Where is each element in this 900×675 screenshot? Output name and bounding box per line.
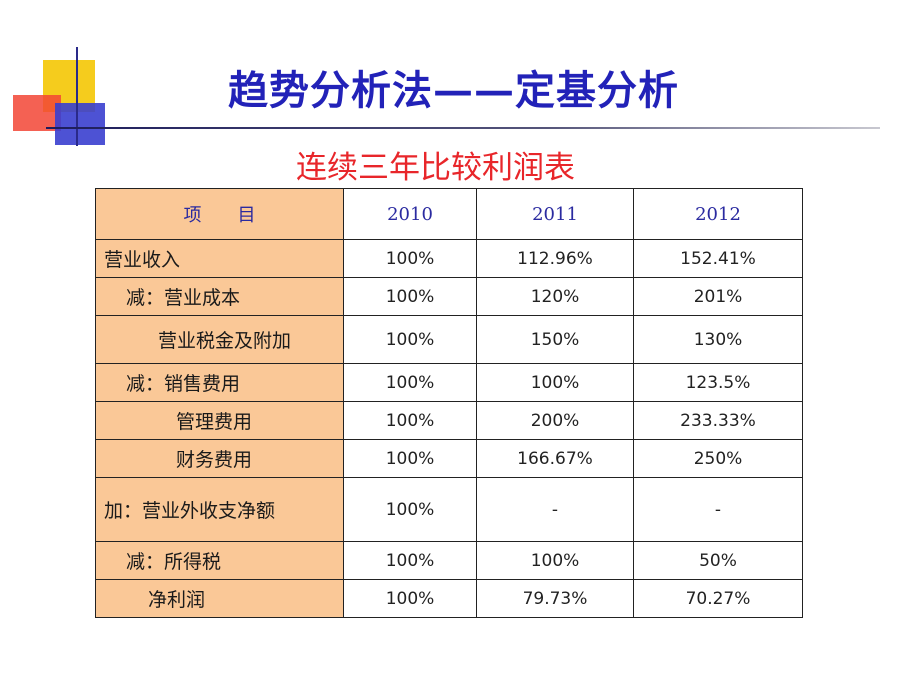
table-row: 减：销售费用 100% 100% 123.5% <box>95 363 803 402</box>
header-year-2011: 2011 <box>476 188 634 240</box>
cell-2011: 112.96% <box>476 239 634 278</box>
row-label: 营业收入 <box>95 239 344 278</box>
cell-2010: 100% <box>343 541 477 580</box>
row-label: 营业税金及附加 <box>95 315 344 364</box>
table-row: 财务费用 100% 166.67% 250% <box>95 439 803 478</box>
table-row: 营业税金及附加 100% 150% 130% <box>95 315 803 364</box>
cell-2011: 120% <box>476 277 634 316</box>
cell-2012: 130% <box>633 315 803 364</box>
table-row: 营业收入 100% 112.96% 152.41% <box>95 239 803 278</box>
table-row: 减：营业成本 100% 120% 201% <box>95 277 803 316</box>
comparative-income-statement-table: 项 目 2010 2011 2012 营业收入 100% 112.96% 152… <box>95 188 803 618</box>
slide-title: 趋势分析法——定基分析 <box>228 67 679 114</box>
cell-2012: - <box>633 477 803 542</box>
cell-2010: 100% <box>343 401 477 440</box>
table-row: 净利润 100% 79.73% 70.27% <box>95 579 803 618</box>
cell-2012: 70.27% <box>633 579 803 618</box>
table-title: 连续三年比较利润表 <box>296 150 575 186</box>
cell-2011: 100% <box>476 363 634 402</box>
decorative-red-square <box>13 95 61 131</box>
cell-2011: 79.73% <box>476 579 634 618</box>
cell-2012: 250% <box>633 439 803 478</box>
cell-2012: 123.5% <box>633 363 803 402</box>
cell-2010: 100% <box>343 477 477 542</box>
cell-2011: 200% <box>476 401 634 440</box>
title-divider-line <box>46 127 880 129</box>
cell-2011: - <box>476 477 634 542</box>
cell-2010: 100% <box>343 363 477 402</box>
cell-2012: 152.41% <box>633 239 803 278</box>
cell-2012: 201% <box>633 277 803 316</box>
header-year-2012: 2012 <box>633 188 803 240</box>
decorative-vertical-line <box>76 47 78 146</box>
cell-2012: 233.33% <box>633 401 803 440</box>
table-row: 加：营业外收支净额 100% - - <box>95 477 803 542</box>
row-label: 管理费用 <box>95 401 344 440</box>
table-row: 减：所得税 100% 100% 50% <box>95 541 803 580</box>
cell-2010: 100% <box>343 277 477 316</box>
row-label: 减：销售费用 <box>95 363 344 402</box>
row-label: 减：所得税 <box>95 541 344 580</box>
cell-2011: 166.67% <box>476 439 634 478</box>
cell-2010: 100% <box>343 239 477 278</box>
decorative-blue-square <box>55 103 105 145</box>
table-header-row: 项 目 2010 2011 2012 <box>95 188 803 240</box>
table-row: 管理费用 100% 200% 233.33% <box>95 401 803 440</box>
cell-2012: 50% <box>633 541 803 580</box>
row-label: 净利润 <box>95 579 344 618</box>
row-label: 财务费用 <box>95 439 344 478</box>
cell-2010: 100% <box>343 579 477 618</box>
header-year-2010: 2010 <box>343 188 477 240</box>
cell-2011: 100% <box>476 541 634 580</box>
header-item: 项 目 <box>95 188 344 240</box>
cell-2011: 150% <box>476 315 634 364</box>
cell-2010: 100% <box>343 315 477 364</box>
cell-2010: 100% <box>343 439 477 478</box>
row-label: 加：营业外收支净额 <box>95 477 344 542</box>
row-label: 减：营业成本 <box>95 277 344 316</box>
